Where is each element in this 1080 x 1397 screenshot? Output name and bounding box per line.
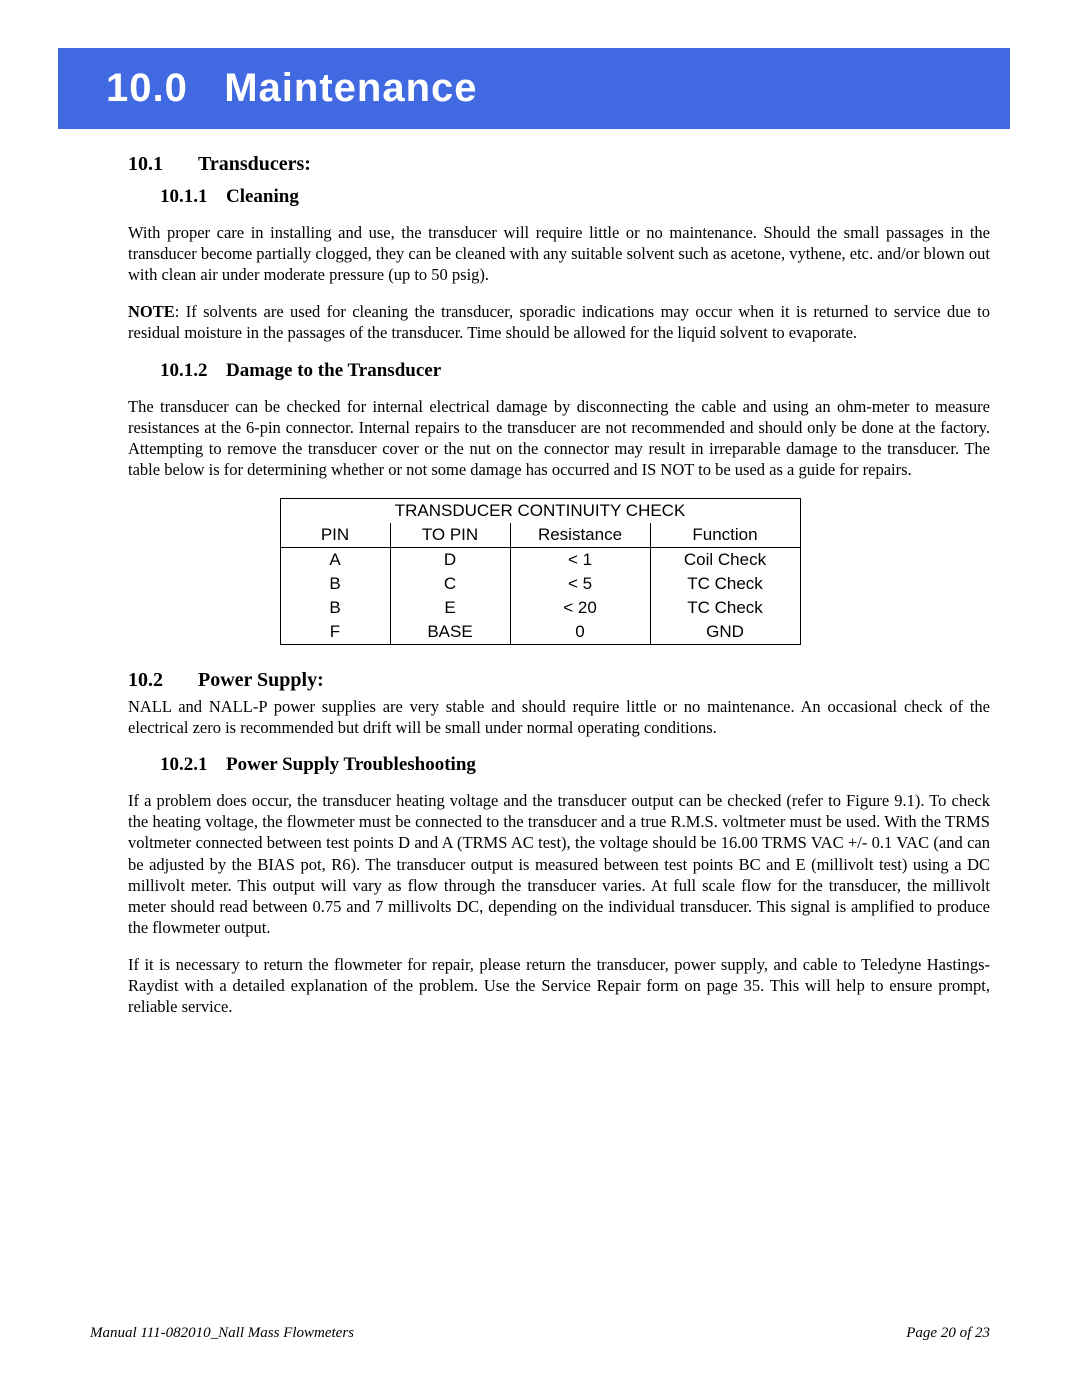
table-cell: B (280, 596, 390, 620)
table-cell: F (280, 620, 390, 645)
paragraph-cleaning: With proper care in installing and use, … (128, 222, 990, 285)
table-cell: BASE (390, 620, 510, 645)
paragraph-power-supply: NALL and NALL-P power supplies are very … (128, 696, 990, 738)
section-title: Transducers: (198, 153, 311, 175)
subsection-title: Power Supply Troubleshooting (226, 754, 476, 775)
paragraph-note: NOTE: If solvents are used for cleaning … (128, 301, 990, 343)
section-10-1: 10.1Transducers: (90, 153, 990, 176)
chapter-banner: 10.0 Maintenance (58, 48, 1010, 129)
table-cell: E (390, 596, 510, 620)
chapter-title: Maintenance (224, 66, 477, 110)
table-cell: 0 (510, 620, 650, 645)
table-row: A D < 1 Coil Check (280, 547, 800, 572)
table-cell: TC Check (650, 572, 800, 596)
table-row: B E < 20 TC Check (280, 596, 800, 620)
section-10-2: 10.2Power Supply: (90, 669, 990, 692)
paragraph-troubleshoot-2: If it is necessary to return the flowmet… (128, 954, 990, 1017)
subsection-title: Cleaning (226, 186, 299, 207)
subsection-number: 10.1.2 (160, 360, 226, 382)
paragraph-damage: The transducer can be checked for intern… (128, 396, 990, 480)
subsection-title: Damage to the Transducer (226, 360, 441, 381)
section-10-1-2: 10.1.2Damage to the Transducer (90, 360, 990, 382)
continuity-check-table: TRANSDUCER CONTINUITY CHECK PIN TO PIN R… (280, 498, 801, 645)
table-row: F BASE 0 GND (280, 620, 800, 645)
table-row: B C < 5 TC Check (280, 572, 800, 596)
table-cell: GND (650, 620, 800, 645)
note-label: NOTE (128, 302, 175, 321)
table-header: Function (650, 523, 800, 548)
section-10-1-1: 10.1.1Cleaning (90, 186, 990, 208)
subsection-number: 10.2.1 (160, 754, 226, 776)
chapter-number: 10.0 (106, 66, 188, 110)
note-body: : If solvents are used for cleaning the … (128, 302, 990, 342)
table-cell: Coil Check (650, 547, 800, 572)
subsection-number: 10.1.1 (160, 186, 226, 208)
section-number: 10.2 (128, 669, 198, 692)
table-header: TO PIN (390, 523, 510, 548)
table-header: PIN (280, 523, 390, 548)
table-body: A D < 1 Coil Check B C < 5 TC Check B E … (280, 547, 800, 644)
table-cell: B (280, 572, 390, 596)
section-10-2-1: 10.2.1Power Supply Troubleshooting (90, 754, 990, 776)
table-cell: A (280, 547, 390, 572)
table-title: TRANSDUCER CONTINUITY CHECK (280, 498, 800, 523)
table-cell: TC Check (650, 596, 800, 620)
table-cell: C (390, 572, 510, 596)
paragraph-troubleshoot-1: If a problem does occur, the transducer … (128, 790, 990, 938)
table-header-row: PIN TO PIN Resistance Function (280, 523, 800, 548)
table-cell: < 1 (510, 547, 650, 572)
footer-left: Manual 111-082010_Nall Mass Flowmeters (90, 1325, 354, 1342)
footer-right: Page 20 of 23 (906, 1325, 990, 1342)
page-footer: Manual 111-082010_Nall Mass Flowmeters P… (90, 1325, 990, 1342)
table-cell: < 20 (510, 596, 650, 620)
table-cell: D (390, 547, 510, 572)
section-number: 10.1 (128, 153, 198, 176)
table-header: Resistance (510, 523, 650, 548)
section-title: Power Supply: (198, 669, 324, 691)
table-cell: < 5 (510, 572, 650, 596)
